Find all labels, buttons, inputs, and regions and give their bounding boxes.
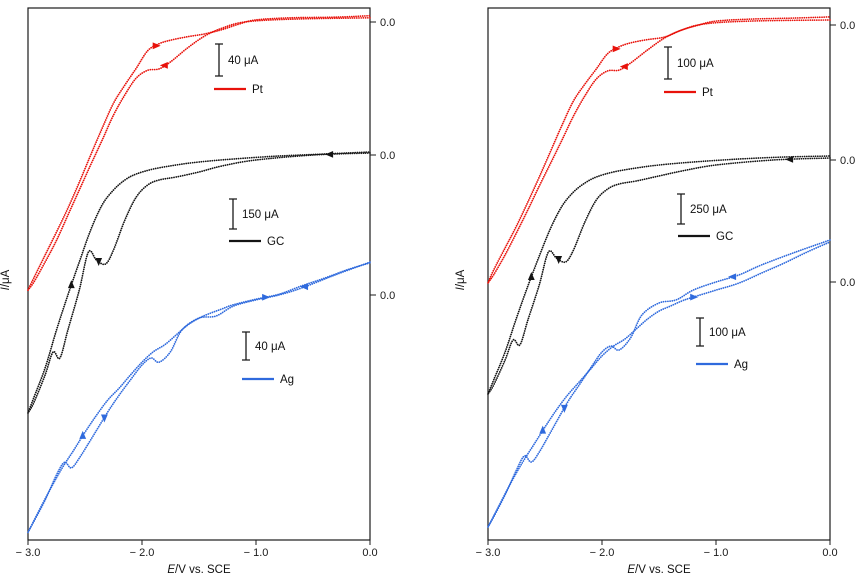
ag-legend-label: Ag xyxy=(280,374,294,386)
gc-curve-forward xyxy=(487,157,831,395)
x-tick-label: − 3.0 xyxy=(476,547,501,559)
gc-scale-bar xyxy=(677,193,685,225)
ag-scale-bar-label: 40 μA xyxy=(255,341,286,353)
gc-scale-bar xyxy=(229,198,237,230)
gc-curve-forward xyxy=(27,152,371,414)
ag-scan-direction-arrow xyxy=(690,293,699,301)
ag-curve-forward xyxy=(27,261,371,534)
gc-scan-direction-arrow xyxy=(785,155,794,163)
gc-curve-reverse xyxy=(487,155,831,395)
ag-legend-label: Ag xyxy=(734,359,748,371)
x-tick-label: 0.0 xyxy=(362,547,377,559)
gc-curve-reverse xyxy=(27,151,371,414)
pt-scan-direction-arrow xyxy=(619,63,628,70)
pt-curve-forward xyxy=(27,16,371,291)
gc-scan-direction-arrow xyxy=(95,258,103,266)
x-tick-label: − 1.0 xyxy=(704,547,729,559)
gc-scan-direction-arrow xyxy=(527,272,535,280)
gc-scan-direction-arrow xyxy=(555,256,563,265)
pt-zero-label: 0.0 xyxy=(840,20,855,32)
gc-zero-label: 0.0 xyxy=(840,155,855,167)
x-tick-label: 0.0 xyxy=(822,547,837,559)
pt-scale-bar xyxy=(215,43,223,77)
x-axis-title: E/V vs. SCE xyxy=(627,564,691,576)
ag-scan-direction-arrow xyxy=(560,404,568,413)
pt-scale-bar xyxy=(664,46,672,80)
ag-scan-direction-arrow xyxy=(539,425,547,434)
pt-legend-label: Pt xyxy=(252,84,264,96)
gc-scan-direction-arrow xyxy=(67,280,75,289)
y-axis-title: I/μA xyxy=(455,269,467,290)
x-tick-label: − 2.0 xyxy=(590,547,615,559)
gc-legend-label: GC xyxy=(267,236,284,248)
y-axis-title: I/μA xyxy=(0,269,12,290)
ag-scan-direction-arrow xyxy=(79,430,87,439)
pt-curve-reverse xyxy=(27,14,371,291)
pt-curve-forward xyxy=(487,19,831,284)
gc-scan-direction-arrow xyxy=(325,151,334,158)
plot-box xyxy=(27,7,371,541)
ag-scan-direction-arrow xyxy=(300,283,309,291)
plot-box xyxy=(487,7,831,541)
ag-curve-reverse xyxy=(487,241,831,528)
pt-curve-reverse xyxy=(487,16,831,284)
pt-scan-direction-arrow xyxy=(612,45,621,53)
ag-zero-label: 0.0 xyxy=(380,290,395,302)
ag-scale-bar xyxy=(696,317,704,347)
pt-scale-bar-label: 40 μA xyxy=(228,55,259,67)
ag-scan-direction-arrow xyxy=(728,273,737,281)
ag-zero-label: 0.0 xyxy=(840,277,855,289)
pt-legend-label: Pt xyxy=(702,87,714,99)
ag-scale-bar-label: 100 μA xyxy=(709,327,746,339)
pt-zero-label: 0.0 xyxy=(380,17,395,29)
x-tick-label: − 2.0 xyxy=(130,547,155,559)
cv-panel-left: − 3.0 − 2.0 − 1.0 0.0 E/V vs. SCE I/μA 0.0 40 μ… xyxy=(0,7,395,576)
gc-legend-label: GC xyxy=(716,231,733,243)
x-tick-label: − 3.0 xyxy=(16,547,41,559)
pt-scan-direction-arrow xyxy=(152,42,161,50)
ag-scan-direction-arrow xyxy=(262,293,271,301)
x-axis-title: E/V vs. SCE xyxy=(167,564,231,576)
gc-zero-label: 0.0 xyxy=(380,150,395,162)
ag-curve-reverse xyxy=(27,261,371,534)
ag-scale-bar xyxy=(242,331,250,361)
ag-curve-forward xyxy=(487,239,831,528)
pt-scale-bar-label: 100 μA xyxy=(677,58,714,70)
pt-scan-direction-arrow xyxy=(159,62,168,69)
cv-panel-right: − 3.0 − 2.0 − 1.0 0.0 E/V vs. SCE I/μA 0.0 100 … xyxy=(455,7,855,576)
gc-scale-bar-label: 250 μA xyxy=(690,204,727,216)
x-tick-label: − 1.0 xyxy=(244,547,269,559)
gc-scale-bar-label: 150 μA xyxy=(242,209,279,221)
ag-scan-direction-arrow xyxy=(100,414,108,423)
